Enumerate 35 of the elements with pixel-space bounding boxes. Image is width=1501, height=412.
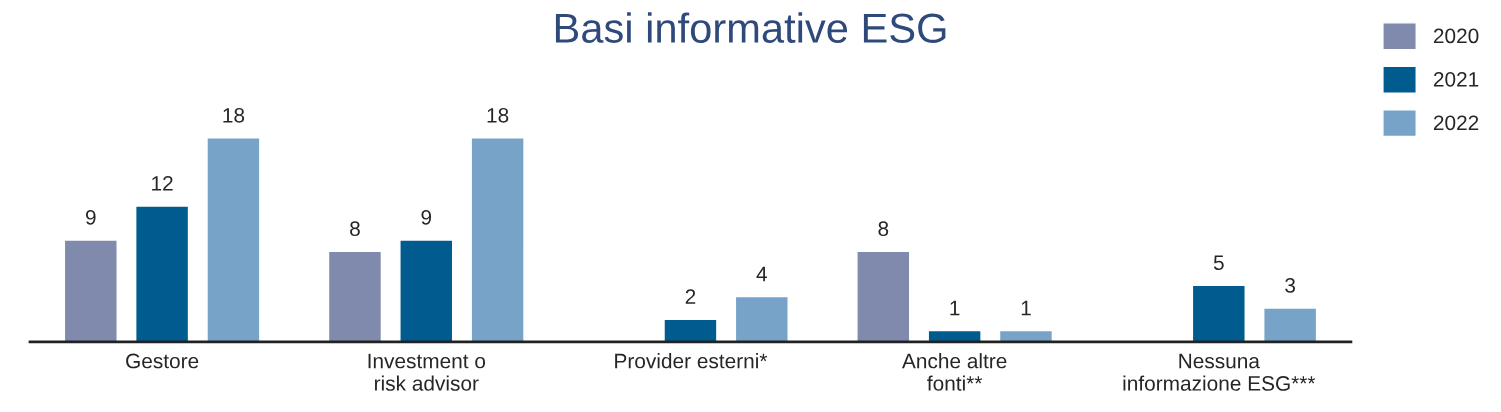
bar [399, 239, 454, 342]
bar [998, 329, 1054, 342]
bar [927, 329, 982, 342]
data-label: 9 [421, 209, 432, 225]
data-label: 4 [756, 266, 767, 282]
bar [734, 295, 789, 342]
data-label: 18 [223, 107, 245, 123]
chart-title: Basi informative ESG [555, 12, 946, 43]
bar [206, 137, 261, 342]
data-label: 5 [1213, 255, 1224, 271]
data-label: 1 [950, 300, 960, 316]
bar [134, 205, 190, 342]
legend-label: 2022 [1433, 115, 1479, 131]
x-tick-label: Provider esterni* [615, 353, 768, 369]
legend-label: 2021 [1433, 71, 1479, 87]
bar [327, 250, 383, 342]
data-label: 9 [85, 209, 96, 225]
bar [1191, 284, 1246, 342]
bar [470, 137, 525, 342]
data-label: 8 [878, 221, 889, 237]
data-label: 8 [350, 221, 360, 237]
bar [1263, 307, 1318, 342]
data-label: 12 [152, 175, 173, 191]
data-label: 18 [487, 107, 509, 123]
x-tick-label: Nessuna informazione ESG*** [1123, 353, 1316, 391]
data-label: 2 [685, 289, 696, 304]
data-label: 1 [1021, 300, 1031, 316]
bar [63, 239, 118, 342]
bar [856, 250, 911, 342]
x-tick-label: Investment o risk advisor [368, 353, 486, 391]
legend-label: 2020 [1433, 28, 1479, 44]
data-label: 3 [1285, 277, 1296, 293]
bar [663, 318, 718, 342]
x-tick-label: Gestore [126, 353, 199, 369]
x-tick-label: Anche altre fonti** [901, 353, 1007, 391]
